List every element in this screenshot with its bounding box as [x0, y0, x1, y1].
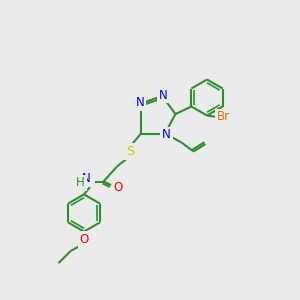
Text: S: S	[126, 145, 135, 158]
Text: N: N	[158, 88, 167, 102]
Text: O: O	[80, 233, 88, 246]
Text: N: N	[136, 96, 145, 110]
Text: N: N	[162, 128, 171, 142]
Text: Br: Br	[217, 110, 230, 124]
Text: N: N	[82, 172, 91, 185]
Text: H: H	[76, 176, 85, 190]
Text: O: O	[114, 181, 123, 194]
